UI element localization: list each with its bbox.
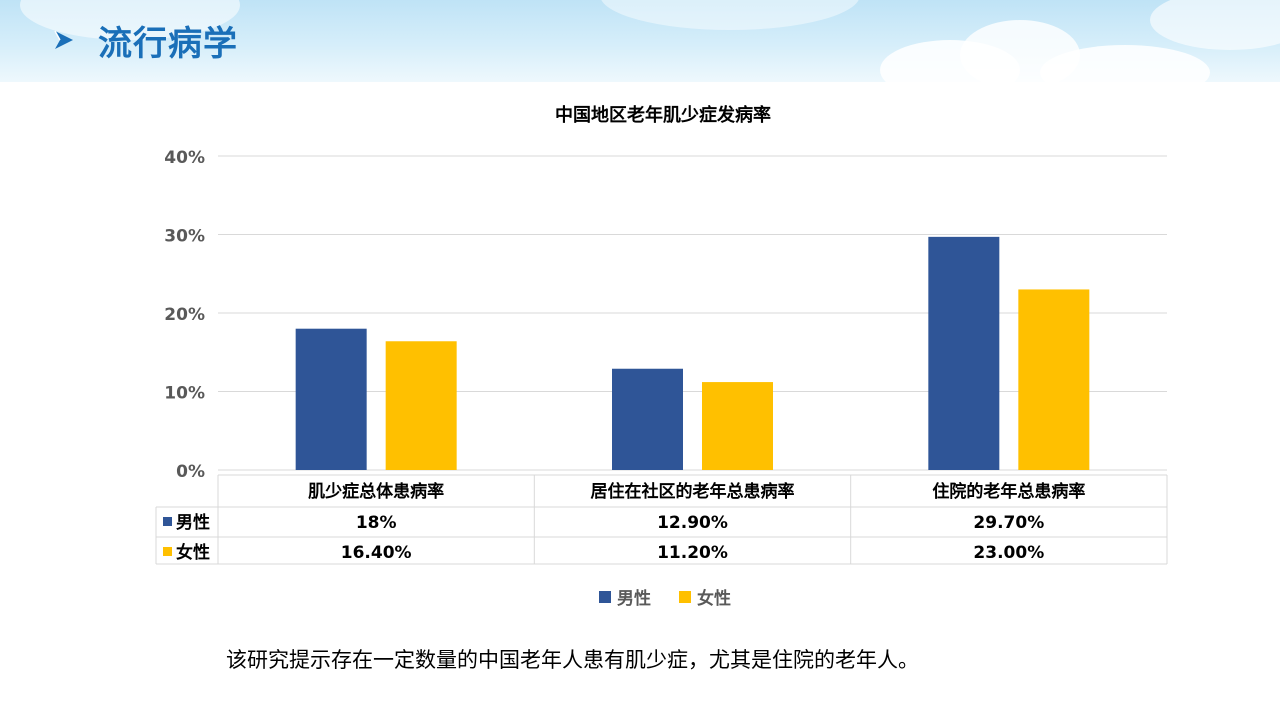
table-value: 11.20% xyxy=(657,543,728,563)
bar xyxy=(1018,289,1090,470)
legend-label: 男性 xyxy=(617,588,651,609)
page-title-text: 流行病学 xyxy=(98,23,238,64)
y-tick-label: 40% xyxy=(164,148,205,168)
table-category-label: 住院的老年总患病率 xyxy=(932,481,1085,502)
table-value: 23.00% xyxy=(973,543,1044,563)
bar xyxy=(612,368,683,470)
y-tick-label: 0% xyxy=(176,462,205,482)
header-banner: 流行病学 xyxy=(0,0,1280,82)
table-value: 18% xyxy=(356,513,397,533)
legend-label: 女性 xyxy=(697,588,731,609)
table-series-label: 男性 xyxy=(176,512,210,533)
bar xyxy=(702,382,773,470)
arrow-right-icon xyxy=(54,30,73,49)
y-tick-label: 30% xyxy=(164,227,205,247)
y-tick-label: 20% xyxy=(164,305,205,325)
chart-title: 中国地区老年肌少症发病率 xyxy=(555,104,771,126)
table-value: 16.40% xyxy=(341,543,412,563)
table-value: 12.90% xyxy=(657,513,728,533)
legend-key xyxy=(599,591,611,603)
table-value: 29.70% xyxy=(973,513,1044,533)
table-legend-key xyxy=(163,547,172,556)
bar xyxy=(295,328,367,470)
table-series-label: 女性 xyxy=(176,542,210,563)
y-tick-label: 10% xyxy=(164,384,205,404)
caption-text: 该研究提示存在一定数量的中国老年人患有肌少症，尤其是住院的老年人。 xyxy=(226,648,919,672)
bar xyxy=(928,236,1000,470)
legend-key xyxy=(679,591,691,603)
table-category-label: 肌少症总体患病率 xyxy=(308,481,444,502)
bar xyxy=(385,341,457,470)
table-category-label: 居住在社区的老年总患病率 xyxy=(591,481,795,502)
page-title: 流行病学 xyxy=(52,18,238,64)
table-legend-key xyxy=(163,517,172,526)
